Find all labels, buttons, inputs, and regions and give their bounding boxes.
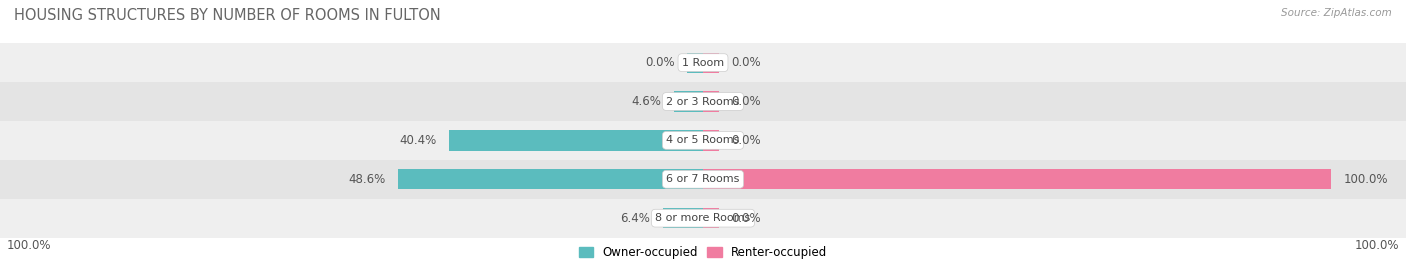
Text: HOUSING STRUCTURES BY NUMBER OF ROOMS IN FULTON: HOUSING STRUCTURES BY NUMBER OF ROOMS IN… (14, 8, 441, 23)
Bar (0, 43, 1406, 82)
Text: 48.6%: 48.6% (349, 173, 385, 186)
Text: 100.0%: 100.0% (1343, 173, 1388, 186)
Text: 0.0%: 0.0% (731, 134, 761, 147)
Text: 0.0%: 0.0% (645, 56, 675, 69)
Bar (0, 121, 1406, 160)
Text: Source: ZipAtlas.com: Source: ZipAtlas.com (1281, 8, 1392, 18)
Bar (662, 208, 703, 228)
Text: 0.0%: 0.0% (731, 212, 761, 225)
Text: 8 or more Rooms: 8 or more Rooms (655, 213, 751, 223)
Bar (398, 169, 703, 189)
Bar (0, 160, 1406, 199)
Text: 0.0%: 0.0% (731, 56, 761, 69)
Text: 2 or 3 Rooms: 2 or 3 Rooms (666, 96, 740, 107)
Bar (703, 208, 718, 228)
Text: 6.4%: 6.4% (620, 212, 650, 225)
Bar (0, 199, 1406, 238)
Bar (703, 130, 718, 150)
Text: 40.4%: 40.4% (399, 134, 437, 147)
Text: 4.6%: 4.6% (631, 95, 662, 108)
Text: 6 or 7 Rooms: 6 or 7 Rooms (666, 174, 740, 184)
Bar (688, 53, 703, 73)
Legend: Owner-occupied, Renter-occupied: Owner-occupied, Renter-occupied (574, 242, 832, 264)
Bar (450, 130, 703, 150)
Bar (703, 92, 718, 112)
Text: 100.0%: 100.0% (7, 239, 52, 252)
Bar (703, 53, 718, 73)
Bar (0, 82, 1406, 121)
Text: 4 or 5 Rooms: 4 or 5 Rooms (666, 135, 740, 146)
Bar (673, 92, 703, 112)
Text: 1 Room: 1 Room (682, 58, 724, 68)
Text: 0.0%: 0.0% (731, 95, 761, 108)
Bar (703, 169, 1330, 189)
Text: 100.0%: 100.0% (1354, 239, 1399, 252)
